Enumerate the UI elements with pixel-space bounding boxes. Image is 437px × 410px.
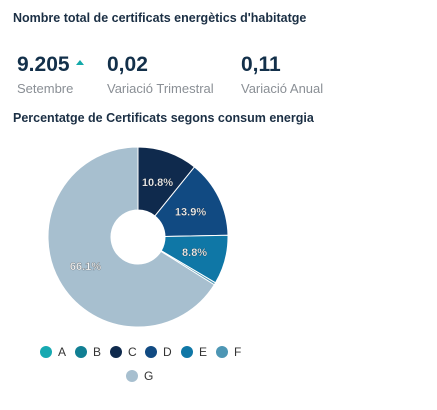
legend-item-F[interactable]: F xyxy=(216,345,241,359)
legend-marker-B xyxy=(75,346,87,358)
kpi-monthly: 9.205 Setembre xyxy=(17,53,84,96)
legend-marker-E xyxy=(181,346,193,358)
slice-G[interactable] xyxy=(47,146,215,328)
kpi-quarterly-value: 0,02 xyxy=(107,53,148,76)
legend-label-F: F xyxy=(234,345,242,359)
legend-label-G: G xyxy=(144,369,154,383)
legend-item-G[interactable]: G xyxy=(126,369,153,383)
legend-label-D: D xyxy=(163,345,172,359)
legend-item-E[interactable]: E xyxy=(181,345,207,359)
legend-marker-A xyxy=(40,346,52,358)
donut-chart: 10.8% 13.9% 8.8% 66.1% xyxy=(47,146,229,328)
kpi-row: 9.205 Setembre 0,02 Variació Trimestral … xyxy=(17,53,437,103)
legend-item-A[interactable]: A xyxy=(40,345,66,359)
data-label-E: 8.8% xyxy=(182,247,207,259)
chart-title-header: Nombre total de certificats energètics d… xyxy=(13,11,307,25)
legend-marker-C xyxy=(110,346,122,358)
kpi-annual-label: Variació Anual xyxy=(241,81,324,96)
legend-item-D[interactable]: D xyxy=(145,345,172,359)
legend-marker-D xyxy=(145,346,157,358)
kpi-quarterly: 0,02 Variació Trimestral xyxy=(107,53,214,96)
legend-label-C: C xyxy=(128,345,137,359)
legend-label-E: E xyxy=(199,345,208,359)
data-label-G: 66.1% xyxy=(70,261,101,273)
kpi-quarterly-label: Variació Trimestral xyxy=(107,81,214,96)
kpi-annual-value: 0,11 xyxy=(241,53,281,76)
legend-marker-F xyxy=(216,346,228,358)
chart-subtitle: Percentatge de Certificats segons consum… xyxy=(13,111,314,125)
legend-item-B[interactable]: B xyxy=(75,345,101,359)
kpi-annual: 0,11 Variació Anual xyxy=(241,53,323,96)
legend-marker-G xyxy=(126,370,138,382)
legend-item-C[interactable]: C xyxy=(110,345,137,359)
kpi-monthly-value: 9.205 xyxy=(17,53,70,76)
legend-label-A: A xyxy=(58,345,67,359)
legend-label-B: B xyxy=(93,345,102,359)
data-label-C: 10.8% xyxy=(142,177,173,189)
data-label-D: 13.9% xyxy=(175,206,206,218)
trend-up-icon xyxy=(75,59,84,65)
kpi-monthly-label: Setembre xyxy=(17,81,74,96)
